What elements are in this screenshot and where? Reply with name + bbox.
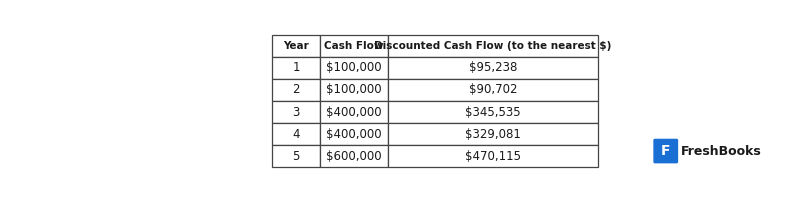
Text: $95,238: $95,238 bbox=[469, 61, 517, 74]
Text: $345,535: $345,535 bbox=[465, 106, 521, 119]
Bar bbox=[388, 101, 598, 123]
Text: 5: 5 bbox=[293, 150, 300, 163]
Text: $100,000: $100,000 bbox=[326, 61, 382, 74]
Bar bbox=[272, 79, 320, 101]
Text: F: F bbox=[661, 144, 670, 158]
Text: FreshBooks: FreshBooks bbox=[681, 145, 762, 158]
Bar bbox=[320, 35, 388, 57]
FancyBboxPatch shape bbox=[654, 139, 678, 163]
Text: $470,115: $470,115 bbox=[465, 150, 521, 163]
Text: Cash Flow: Cash Flow bbox=[325, 41, 384, 51]
Text: $600,000: $600,000 bbox=[326, 150, 382, 163]
Bar bbox=[388, 123, 598, 145]
Bar bbox=[272, 57, 320, 79]
Bar bbox=[388, 35, 598, 57]
Text: $100,000: $100,000 bbox=[326, 83, 382, 96]
Text: 2: 2 bbox=[292, 83, 300, 96]
Bar bbox=[272, 145, 320, 167]
Bar bbox=[320, 145, 388, 167]
Bar bbox=[320, 79, 388, 101]
Text: 3: 3 bbox=[293, 106, 300, 119]
Bar bbox=[272, 123, 320, 145]
Bar bbox=[272, 101, 320, 123]
Bar bbox=[320, 101, 388, 123]
Text: 1: 1 bbox=[292, 61, 300, 74]
Bar bbox=[272, 35, 320, 57]
Bar bbox=[388, 57, 598, 79]
Bar bbox=[388, 79, 598, 101]
Bar bbox=[320, 123, 388, 145]
Text: 4: 4 bbox=[292, 128, 300, 141]
Text: $400,000: $400,000 bbox=[326, 128, 382, 141]
Text: $400,000: $400,000 bbox=[326, 106, 382, 119]
Bar bbox=[388, 145, 598, 167]
Bar bbox=[320, 57, 388, 79]
Text: $90,702: $90,702 bbox=[469, 83, 517, 96]
Text: Year: Year bbox=[283, 41, 309, 51]
Text: $329,081: $329,081 bbox=[465, 128, 521, 141]
Text: Discounted Cash Flow (to the nearest $): Discounted Cash Flow (to the nearest $) bbox=[374, 41, 611, 51]
